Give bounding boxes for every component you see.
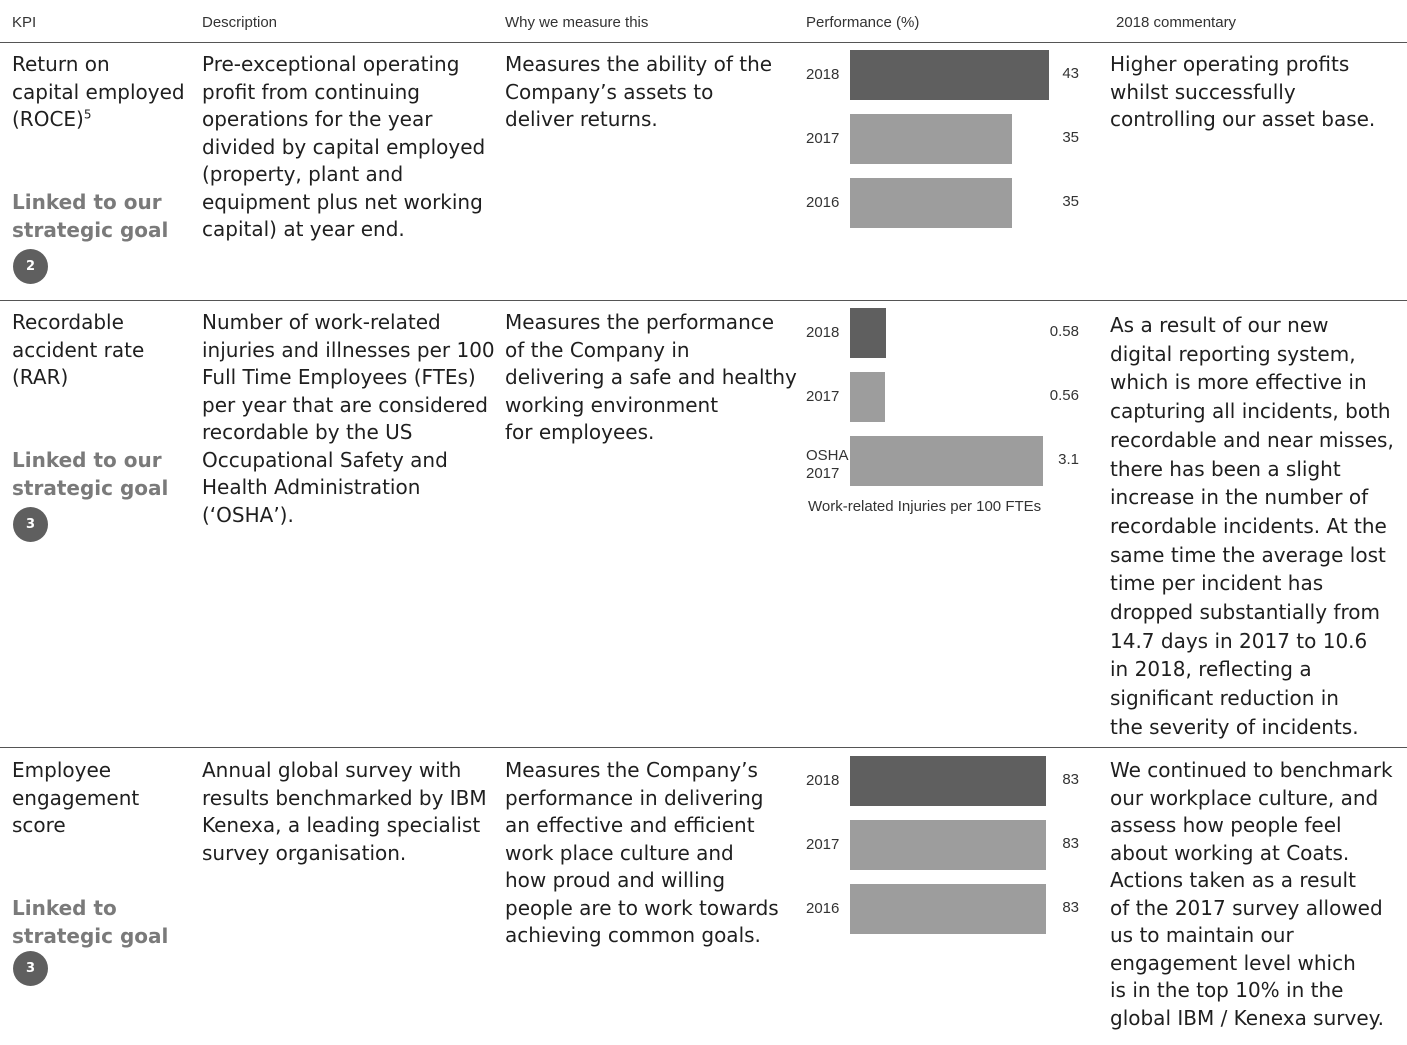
kpi-rar-name: Recordable accident rate (RAR) [12, 310, 145, 389]
chart-value-label: 35 [1062, 129, 1079, 146]
chart-value-label: 43 [1062, 65, 1079, 82]
kpi-engagement-commentary: We continued to benchmark our workplace … [1110, 758, 1393, 1030]
chart-category-label: 2018 [806, 324, 840, 341]
chart-category-label: 2016 [806, 194, 840, 211]
chart-category-label: 2018 [806, 772, 840, 789]
chart-category-label: 2018 [806, 66, 840, 83]
kpi-rar-description: Number of work-related injuries and illn… [202, 310, 495, 527]
chart-bar-prior [850, 178, 1012, 228]
chart-bar-current [850, 308, 886, 358]
kpi-roce-goal-badge: 2 [13, 249, 48, 284]
chart-value-label: 35 [1062, 193, 1079, 210]
kpi-engagement-name: Employee engagement score [12, 758, 140, 837]
engagement-chart: 2018 83 2017 83 2016 83 [806, 756, 1091, 986]
kpi-roce-commentary: Higher operating profits whilst successf… [1110, 52, 1376, 131]
row-divider-1 [0, 300, 1407, 301]
chart-bar-prior [850, 884, 1046, 934]
kpi-engagement-why: Measures the Company’s performance in de… [505, 758, 779, 947]
rar-chart-note: Work-related Injuries per 100 FTEs [808, 498, 1042, 515]
chart-bar-prior [850, 820, 1046, 870]
row-divider-2 [0, 747, 1407, 748]
header-why: Why we measure this [505, 14, 649, 31]
header-divider [0, 42, 1407, 43]
header-performance: Performance (%) [806, 14, 920, 31]
kpi-engagement-goal-label: Linked to strategic goal [12, 896, 169, 948]
kpi-rar-commentary: As a result of our new digital reporting… [1110, 313, 1394, 739]
header-commentary: 2018 commentary [1116, 14, 1237, 31]
chart-category-label: 2017 [806, 388, 840, 405]
kpi-roce-footnote: 5 [83, 107, 92, 122]
chart-category-label: 2016 [806, 900, 840, 917]
kpi-roce-why: Measures the ability of the Company’s as… [505, 52, 773, 131]
kpi-roce-description: Pre-exceptional operating profit from co… [202, 52, 486, 241]
chart-bar-prior [850, 436, 1043, 486]
chart-bar-prior [850, 114, 1012, 164]
kpi-engagement-goal-badge: 3 [13, 951, 48, 986]
kpi-roce-name: Return on capital employed (ROCE) [12, 52, 185, 131]
kpi-rar-why: Measures the performance of the Company … [505, 310, 797, 444]
kpi-roce: Return on capital employed (ROCE)5 [12, 51, 185, 134]
chart-category-label: 2017 [806, 836, 840, 853]
chart-value-label: 3.1 [1058, 451, 1079, 468]
kpi-roce-goal-label: Linked to our strategic goal [12, 190, 169, 242]
chart-value-label: 0.56 [1049, 387, 1079, 404]
chart-category-label: OSHA 2017 [806, 447, 849, 482]
header-description: Description [202, 14, 278, 31]
chart-value-label: 0.58 [1049, 323, 1079, 340]
kpi-engagement-description: Annual global survey with results benchm… [202, 758, 487, 865]
chart-bar-prior [850, 372, 885, 422]
rar-chart: Work-related Injuries per 100 FTEs 2018 0… [806, 308, 1091, 538]
chart-bar-current [850, 50, 1049, 100]
kpi-rar-goal-badge: 3 [13, 507, 48, 542]
roce-chart: 2018 43 2017 35 2016 35 [806, 50, 1091, 280]
header-kpi: KPI [12, 14, 37, 31]
chart-value-label: 83 [1062, 771, 1079, 788]
kpi-rar-goal-label: Linked to our strategic goal [12, 448, 169, 500]
chart-bar-current [850, 756, 1046, 806]
chart-value-label: 83 [1062, 899, 1079, 916]
chart-value-label: 83 [1062, 835, 1079, 852]
chart-category-label: 2017 [806, 130, 840, 147]
